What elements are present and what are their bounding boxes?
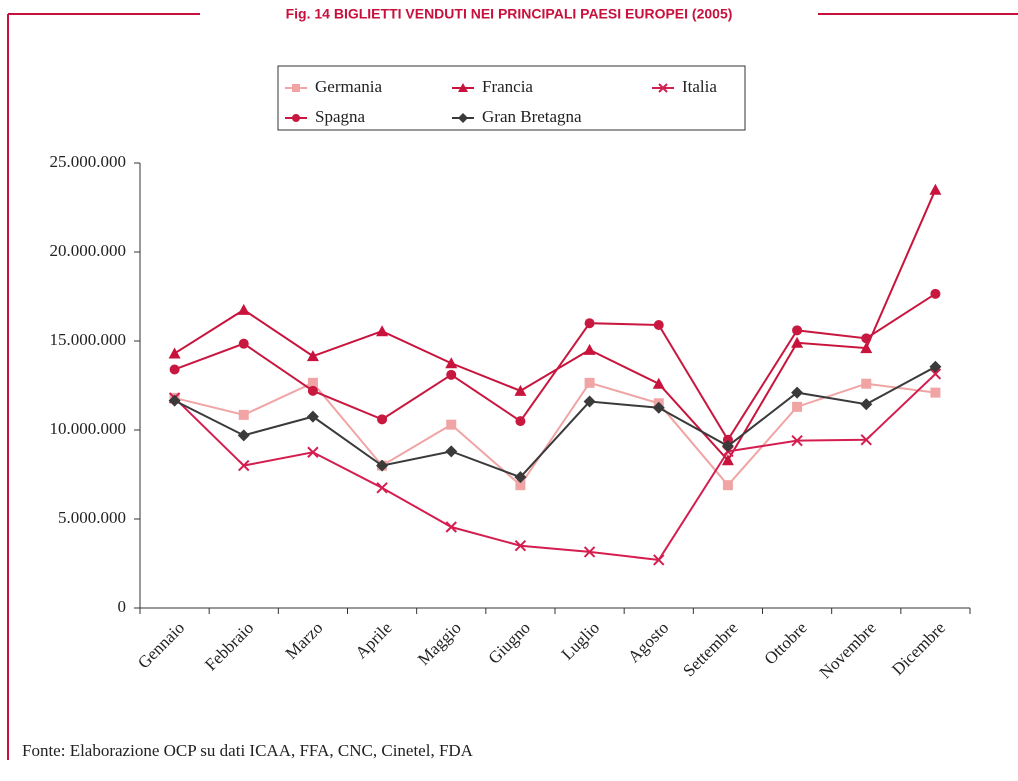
marker [860, 342, 873, 354]
marker [169, 364, 180, 375]
marker [168, 347, 181, 359]
marker [791, 336, 804, 348]
marker [584, 377, 595, 388]
marker [722, 480, 733, 491]
marker [929, 183, 942, 195]
marker [658, 83, 668, 93]
series-line [174, 365, 936, 479]
marker [168, 394, 181, 407]
y-tick-label: 15.000.000 [50, 330, 127, 349]
marker [458, 113, 468, 123]
marker [515, 480, 526, 491]
legend-label: Germania [315, 77, 382, 96]
marker [445, 521, 457, 533]
marker [237, 303, 250, 315]
x-tick-label: Ottobre [761, 618, 811, 668]
marker [652, 401, 665, 414]
y-tick-label: 25.000.000 [50, 152, 127, 171]
x-tick-label: Giugno [485, 618, 534, 667]
legend-box [277, 65, 746, 131]
marker [722, 434, 733, 445]
marker [445, 445, 458, 458]
marker [721, 454, 734, 466]
x-tick-label: Agosto [624, 618, 672, 666]
series-line [173, 373, 937, 562]
marker [237, 429, 250, 442]
marker [792, 401, 803, 412]
marker [238, 409, 249, 420]
x-tick-label: Marzo [282, 618, 327, 663]
marker [307, 385, 318, 396]
marker [653, 554, 665, 566]
marker [238, 459, 250, 472]
marker [376, 325, 389, 337]
marker [307, 446, 319, 458]
marker [583, 343, 596, 355]
marker [791, 386, 804, 399]
y-tick-label: 5.000.000 [58, 508, 126, 527]
marker [792, 325, 803, 336]
marker [458, 83, 468, 92]
x-tick-label: Maggio [414, 618, 465, 669]
legend-label: Italia [682, 77, 717, 96]
legend-label: Francia [482, 77, 533, 96]
series-line [174, 292, 936, 442]
marker [446, 369, 457, 380]
marker [861, 333, 872, 344]
marker [307, 377, 318, 388]
chart-title: Fig. 14 BIGLIETTI VENDUTI NEI PRINCIPALI… [286, 6, 733, 22]
marker [514, 539, 527, 552]
x-tick-label: Luglio [558, 618, 603, 663]
marker [306, 410, 319, 423]
legend-label: Gran Bretagna [482, 107, 582, 126]
marker [791, 434, 803, 447]
source-note: Fonte: Elaborazione OCP su dati ICAA, FF… [22, 741, 474, 760]
marker [929, 360, 942, 373]
marker [514, 384, 527, 396]
marker [860, 398, 873, 411]
marker [583, 546, 596, 558]
series-line [174, 189, 937, 462]
x-tick-label: Novembre [816, 618, 880, 682]
marker [445, 357, 458, 369]
marker [860, 434, 872, 446]
y-tick-label: 0 [118, 597, 127, 616]
x-tick-label: Settembre [679, 618, 741, 680]
marker [929, 368, 942, 380]
marker [292, 84, 300, 92]
marker [930, 288, 941, 299]
marker [377, 414, 388, 425]
marker [584, 318, 595, 329]
marker [653, 319, 664, 330]
marker [306, 350, 319, 362]
marker [515, 416, 526, 427]
y-tick-label: 20.000.000 [50, 241, 127, 260]
marker [446, 419, 457, 430]
marker [376, 459, 389, 472]
marker [583, 395, 596, 408]
marker [292, 114, 300, 122]
marker [652, 377, 665, 389]
marker [930, 387, 941, 398]
y-tick-label: 10.000.000 [50, 419, 127, 438]
x-tick-label: Dicembre [888, 618, 949, 679]
marker [376, 482, 388, 494]
marker [861, 378, 872, 389]
x-tick-label: Gennaio [134, 618, 188, 672]
marker [514, 471, 527, 484]
series-line [174, 381, 936, 487]
marker [721, 440, 734, 453]
x-tick-label: Aprile [352, 618, 396, 662]
marker [238, 338, 249, 349]
x-tick-label: Febbraio [201, 618, 257, 674]
legend-label: Spagna [315, 107, 366, 126]
